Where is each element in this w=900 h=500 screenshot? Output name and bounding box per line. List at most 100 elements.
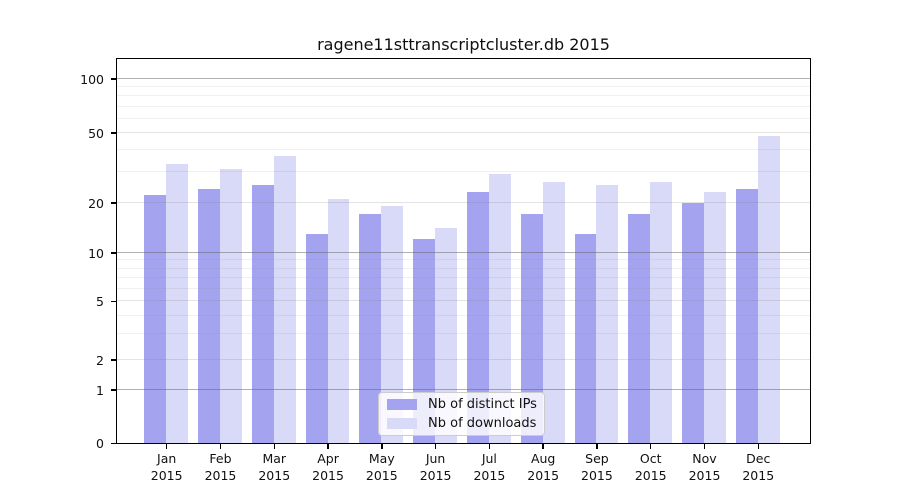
y-tick-mark — [110, 389, 116, 391]
y-tick-mark — [110, 132, 116, 134]
x-tick-mark — [757, 443, 759, 449]
legend-swatch-downloads — [387, 418, 417, 429]
y-tick-label: 2 — [96, 352, 104, 368]
gridline-semi — [116, 131, 810, 133]
x-tick-month: Apr — [317, 451, 339, 466]
y-tick-label: 20 — [88, 195, 104, 211]
x-tick-mark — [273, 443, 275, 449]
x-tick-mark — [381, 443, 383, 449]
x-tick-label-jan: Jan 2015 — [135, 450, 199, 484]
y-tick-label: 50 — [88, 125, 104, 141]
plot-area — [115, 58, 811, 444]
bar-distinct-ips-dec — [735, 188, 758, 443]
x-tick-year: 2015 — [581, 468, 613, 483]
bar-distinct-ips-jan — [144, 195, 167, 443]
x-tick-label-dec: Dec 2015 — [726, 450, 790, 484]
bar-distinct-ips-oct — [628, 214, 651, 443]
x-tick-mark — [596, 443, 598, 449]
x-tick-month: Jun — [425, 451, 446, 466]
x-tick-month: Mar — [262, 451, 287, 466]
x-tick-year: 2015 — [527, 468, 560, 483]
gridline-semi — [116, 201, 810, 203]
bar-distinct-ips-mar — [251, 185, 274, 443]
bar-distinct-ips-feb — [198, 188, 220, 443]
x-tick-year: 2015 — [688, 468, 721, 483]
x-tick-mark — [327, 443, 329, 449]
gridline-minor — [116, 171, 810, 173]
bar-downloads-apr — [327, 198, 350, 443]
bar-downloads-oct — [650, 182, 673, 443]
x-tick-mark — [488, 443, 491, 449]
x-tick-month: Aug — [530, 451, 556, 466]
x-tick-label-sep: Sep 2015 — [565, 450, 629, 484]
gridline-minor — [116, 149, 810, 151]
x-tick-year: 2015 — [742, 468, 775, 483]
gridline-semi — [116, 358, 810, 360]
y-tick-mark — [110, 300, 116, 303]
bar-downloads-may — [381, 206, 404, 443]
y-tick-mark — [110, 359, 116, 361]
bar-downloads-nov — [704, 191, 726, 443]
legend-item-downloads: Nb of downloads — [379, 416, 544, 431]
x-tick-month: Jul — [481, 451, 497, 466]
y-tick-mark — [110, 442, 116, 445]
chart-title: ragene11sttranscriptcluster.db 2015 — [317, 35, 610, 54]
y-tick-mark — [110, 252, 116, 254]
x-tick-label-may: May 2015 — [350, 450, 414, 484]
x-tick-month: Jan — [157, 451, 177, 466]
legend-item-distinct-ips: Nb of distinct IPs — [379, 397, 544, 412]
x-tick-year: 2015 — [204, 468, 237, 483]
y-tick-label: 1 — [96, 382, 104, 398]
gridline-minor — [116, 259, 810, 261]
gridline-minor — [116, 86, 810, 88]
y-tick-label: 10 — [88, 245, 104, 261]
y-tick-mark — [110, 78, 116, 80]
x-tick-mark — [703, 443, 706, 449]
gridline-minor — [116, 267, 810, 269]
bar-distinct-ips-jul — [466, 191, 489, 443]
bar-distinct-ips-may — [359, 214, 382, 443]
x-tick-label-mar: Mar 2015 — [242, 450, 306, 484]
gridline-major — [116, 77, 810, 79]
x-tick-month: Nov — [692, 451, 717, 466]
bar-distinct-ips-nov — [682, 202, 704, 443]
y-tick-label: 100 — [80, 71, 104, 87]
y-tick-mark — [110, 202, 116, 204]
gridline-major — [116, 388, 810, 390]
y-tick-label: 5 — [96, 294, 104, 309]
gridline-minor — [116, 95, 810, 97]
bar-downloads-dec — [757, 135, 780, 443]
gridline-minor — [116, 276, 810, 278]
y-tick-label: 0 — [96, 436, 104, 451]
gridline-minor — [116, 105, 810, 107]
x-tick-label-oct: Oct 2015 — [619, 450, 683, 484]
gridline-minor — [116, 333, 810, 335]
gridline-semi — [116, 300, 810, 302]
gridline-major — [116, 251, 810, 253]
x-tick-year: 2015 — [473, 468, 506, 483]
x-tick-month: Feb — [209, 451, 232, 466]
x-tick-label-jun: Jun 2015 — [404, 450, 468, 484]
x-tick-mark — [219, 443, 222, 449]
gridline-minor — [116, 287, 810, 289]
legend: Nb of distinct IPs Nb of downloads — [378, 392, 545, 436]
bar-downloads-jul — [488, 174, 511, 443]
legend-swatch-distinct-ips — [387, 399, 417, 410]
bar-distinct-ips-sep — [574, 233, 597, 443]
x-tick-month: Oct — [639, 451, 662, 466]
x-tick-mark — [650, 443, 652, 449]
x-tick-month: Sep — [585, 451, 609, 466]
bar-distinct-ips-aug — [520, 214, 543, 443]
bar-downloads-mar — [273, 155, 296, 443]
x-tick-label-feb: Feb 2015 — [188, 450, 252, 484]
x-tick-year: 2015 — [634, 468, 667, 483]
x-tick-year: 2015 — [312, 468, 344, 483]
gridline-minor — [116, 117, 810, 119]
bar-downloads-sep — [596, 185, 619, 443]
x-tick-label-nov: Nov 2015 — [673, 450, 737, 484]
x-tick-label-aug: Aug 2015 — [511, 450, 575, 484]
x-tick-year: 2015 — [365, 468, 398, 483]
x-tick-month: Dec — [746, 451, 771, 466]
x-tick-label-jul: Jul 2015 — [457, 450, 521, 484]
